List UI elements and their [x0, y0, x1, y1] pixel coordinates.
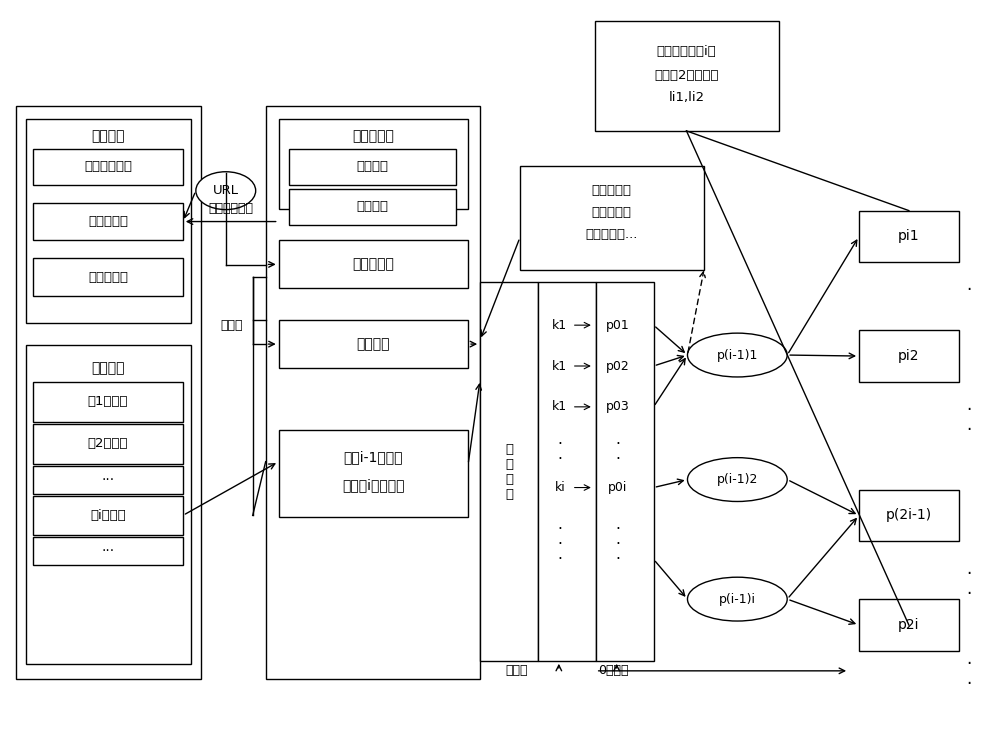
- Text: li1,li2: li1,li2: [668, 90, 705, 103]
- Text: 分析页面: 分析页面: [356, 200, 388, 213]
- Text: p02: p02: [606, 360, 630, 372]
- Text: p(i-1)i: p(i-1)i: [719, 592, 756, 606]
- Text: 提取查询框: 提取查询框: [352, 129, 394, 143]
- Bar: [16, 106, 201, 679]
- Text: ·: ·: [557, 552, 562, 567]
- Text: k1: k1: [552, 360, 567, 372]
- Text: ·: ·: [615, 522, 620, 537]
- Text: p0i: p0i: [608, 481, 627, 494]
- Bar: [279, 241, 468, 288]
- Text: 关键词: 关键词: [221, 319, 243, 332]
- Text: p(i-1)2: p(i-1)2: [717, 473, 758, 486]
- Text: 定位查询框: 定位查询框: [352, 258, 394, 272]
- Bar: [279, 119, 468, 208]
- Ellipse shape: [196, 172, 256, 210]
- Text: p2i: p2i: [898, 618, 920, 632]
- Text: ·: ·: [966, 675, 971, 693]
- Text: ·: ·: [557, 437, 562, 452]
- Text: 此示意图设第i级: 此示意图设第i级: [657, 45, 716, 58]
- Bar: [33, 258, 183, 297]
- Text: 第i级链接: 第i级链接: [90, 509, 126, 522]
- Text: ·: ·: [966, 655, 971, 673]
- Text: ·: ·: [615, 452, 620, 467]
- Text: p(i-1)1: p(i-1)1: [717, 349, 758, 362]
- Bar: [279, 320, 468, 368]
- Bar: [33, 382, 183, 422]
- Text: p(2i-1): p(2i-1): [886, 509, 932, 523]
- Text: 指定查询框: 指定查询框: [88, 215, 128, 228]
- Bar: [26, 345, 191, 664]
- Text: p03: p03: [606, 400, 630, 413]
- Text: ·: ·: [966, 585, 971, 603]
- Text: 第1级链接: 第1级链接: [88, 396, 128, 408]
- Bar: [33, 203, 183, 241]
- Text: ···: ···: [102, 545, 115, 559]
- Text: 模拟查询: 模拟查询: [357, 337, 390, 351]
- Bar: [33, 149, 183, 185]
- Text: ·: ·: [615, 552, 620, 567]
- Text: pi1: pi1: [898, 230, 920, 244]
- Text: ·: ·: [966, 565, 971, 584]
- Text: ·: ·: [966, 281, 971, 299]
- Text: ·: ·: [615, 537, 620, 552]
- Text: ···: ···: [102, 473, 115, 487]
- Text: 查询模块: 查询模块: [91, 129, 125, 143]
- Text: URL: URL: [213, 184, 239, 197]
- Text: 关键词: 关键词: [505, 664, 527, 677]
- Bar: [33, 495, 183, 535]
- Text: pi2: pi2: [898, 349, 920, 363]
- Text: 检
索
页
面: 检 索 页 面: [505, 443, 513, 501]
- Text: 查到的可能: 查到的可能: [592, 206, 632, 219]
- Bar: [266, 106, 480, 679]
- Bar: [279, 430, 468, 517]
- Ellipse shape: [687, 577, 787, 621]
- Text: ·: ·: [557, 537, 562, 552]
- Text: ki: ki: [554, 481, 565, 494]
- Bar: [33, 537, 183, 565]
- Text: 点击第i级伪链接: 点击第i级伪链接: [342, 479, 405, 493]
- Text: ·: ·: [615, 437, 620, 452]
- Bar: [595, 21, 779, 131]
- Text: ·: ·: [966, 421, 971, 439]
- Bar: [859, 490, 959, 542]
- Text: 0级页面: 0级页面: [598, 664, 628, 677]
- Text: k1: k1: [552, 319, 567, 332]
- Text: ·: ·: [966, 401, 971, 419]
- Bar: [520, 166, 704, 270]
- Bar: [596, 283, 654, 661]
- Bar: [859, 211, 959, 262]
- Bar: [289, 149, 456, 185]
- Bar: [289, 189, 456, 225]
- Text: 在第i-1级页面: 在第i-1级页面: [344, 451, 403, 465]
- Text: 第2级链接: 第2级链接: [88, 437, 128, 450]
- Ellipse shape: [687, 458, 787, 501]
- Text: 输入搜索链接: 输入搜索链接: [84, 160, 132, 173]
- Bar: [480, 283, 538, 661]
- Bar: [33, 424, 183, 464]
- Text: 是一组链接...: 是一组链接...: [586, 228, 638, 241]
- Text: ·: ·: [557, 452, 562, 467]
- Text: p01: p01: [606, 319, 630, 332]
- Bar: [859, 599, 959, 651]
- Ellipse shape: [687, 333, 787, 377]
- Text: 设计链接: 设计链接: [91, 361, 125, 375]
- Text: k1: k1: [552, 400, 567, 413]
- Text: 一个伪链接: 一个伪链接: [592, 184, 632, 197]
- Bar: [859, 330, 959, 382]
- Text: ·: ·: [557, 522, 562, 537]
- Text: 连接页面: 连接页面: [356, 160, 388, 173]
- Bar: [26, 119, 191, 323]
- Bar: [538, 283, 596, 661]
- Text: 链接有2个伪链接: 链接有2个伪链接: [654, 68, 719, 81]
- Text: 输入关键词: 输入关键词: [88, 271, 128, 284]
- Bar: [33, 465, 183, 493]
- Text: 可能的查询框: 可能的查询框: [208, 202, 253, 215]
